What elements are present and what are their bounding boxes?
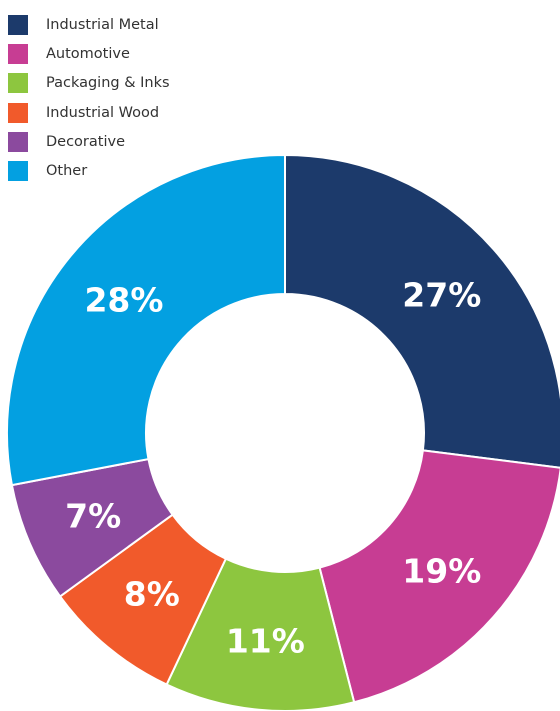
data-label-decorative: 7% <box>65 497 121 536</box>
legend-swatch <box>8 161 28 182</box>
slice-automotive <box>318 449 560 704</box>
data-label-packaging-inks: 11% <box>226 622 305 661</box>
legend-label: Decorative <box>46 133 125 150</box>
legend-item-automotive: Automotive <box>8 39 170 68</box>
donut-slices <box>6 153 560 711</box>
data-label-industrial-wood: 8% <box>124 575 180 614</box>
legend-label: Automotive <box>46 45 130 62</box>
data-label-industrial-metal: 27% <box>402 275 481 314</box>
chart-legend: Industrial Metal Automotive Packaging & … <box>8 10 170 186</box>
legend-label: Other <box>46 163 88 180</box>
legend-item-other: Other <box>8 156 170 185</box>
legend-swatch <box>8 14 28 35</box>
legend-swatch <box>8 73 28 94</box>
legend-label: Packaging & Inks <box>46 75 170 92</box>
legend-item-packaging-inks: Packaging & Inks <box>8 69 170 98</box>
legend-item-industrial-wood: Industrial Wood <box>8 98 170 127</box>
slice-other <box>6 153 286 487</box>
data-label-automotive: 19% <box>402 552 481 591</box>
legend-swatch <box>8 102 28 123</box>
legend-label: Industrial Wood <box>46 104 160 121</box>
data-label-other: 28% <box>84 280 163 319</box>
slice-industrial-metal <box>284 153 560 469</box>
legend-item-industrial-metal: Industrial Metal <box>8 10 170 39</box>
legend-item-decorative: Decorative <box>8 127 170 156</box>
legend-swatch <box>8 43 28 64</box>
donut-slice-labels: 27% 19% 11% 8%7% 28% <box>65 275 481 660</box>
legend-label: Industrial Metal <box>46 16 159 33</box>
legend-swatch <box>8 131 28 152</box>
